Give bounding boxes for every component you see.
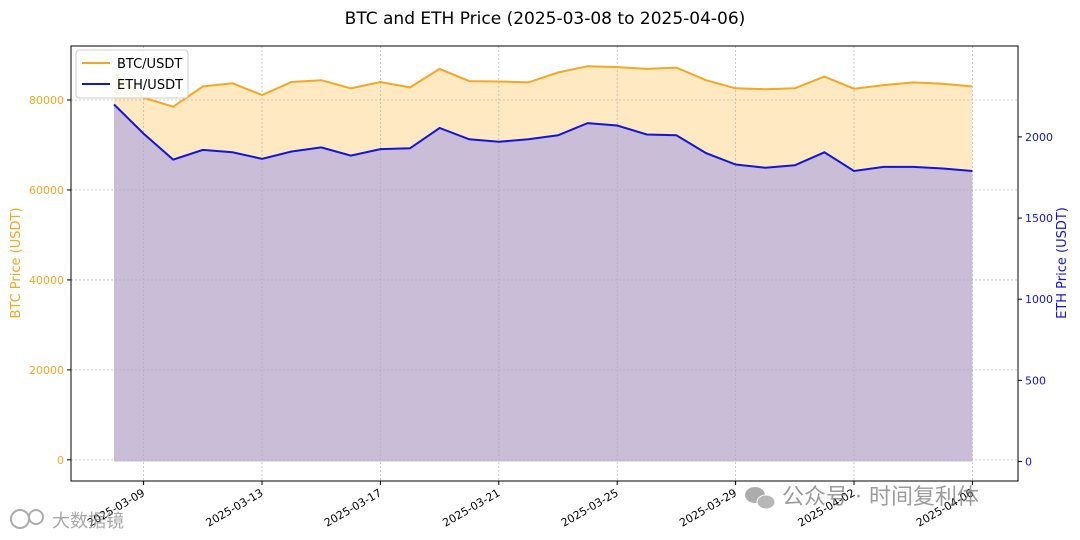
left-tick-label-2: 40000	[29, 274, 64, 287]
grid	[71, 46, 1018, 481]
left-tick-label-3: 60000	[29, 184, 64, 197]
chart-title: BTC and ETH Price (2025-03-08 to 2025-04…	[345, 9, 746, 29]
watermark-text-left: 大数据镜	[52, 511, 124, 532]
y-axis-label-left: BTC Price (USDT)	[9, 207, 24, 318]
legend-label-eth: ETH/USDT	[117, 78, 183, 93]
x-tick-label-4: 2025-03-25	[559, 486, 621, 529]
legend-label-btc: BTC/USDT	[117, 57, 182, 72]
right-tick-label-1: 500	[1025, 374, 1046, 387]
right-tick-label-4: 2000	[1025, 131, 1053, 144]
right-tick-label-3: 1500	[1025, 212, 1053, 225]
x-tick-label-1: 2025-03-13	[204, 486, 266, 529]
area-fills	[114, 66, 973, 462]
left-axis-ticks: 0 20000 40000 60000 80000	[29, 94, 71, 467]
eth-area	[114, 104, 973, 462]
right-tick-label-2: 1000	[1025, 293, 1053, 306]
right-axis-ticks: 0 500 1000 1500 2000	[1018, 131, 1053, 469]
left-tick-label-4: 80000	[29, 94, 64, 107]
left-tick-label-0: 0	[57, 454, 64, 467]
wechat-icon	[745, 487, 776, 510]
y-axis-label-right: ETH Price (USDT)	[1055, 207, 1070, 319]
right-tick-label-0: 0	[1025, 456, 1032, 469]
x-tick-label-2: 2025-03-17	[322, 486, 384, 529]
watermark-left: 大数据镜	[10, 509, 124, 532]
eth-line	[113, 103, 973, 173]
btc-line	[113, 65, 973, 108]
x-tick-label-5: 2025-03-29	[677, 486, 739, 529]
series-lines	[113, 65, 973, 173]
plot-frame	[70, 45, 1019, 482]
logo-icon	[10, 509, 44, 529]
x-tick-label-3: 2025-03-21	[440, 486, 502, 529]
legend: BTC/USDT ETH/USDT	[75, 49, 189, 99]
watermark-text-right: 公众号 · 时间复利体	[782, 485, 979, 510]
watermark-right: 公众号 · 时间复利体	[745, 485, 979, 510]
left-tick-label-1: 20000	[29, 364, 64, 377]
